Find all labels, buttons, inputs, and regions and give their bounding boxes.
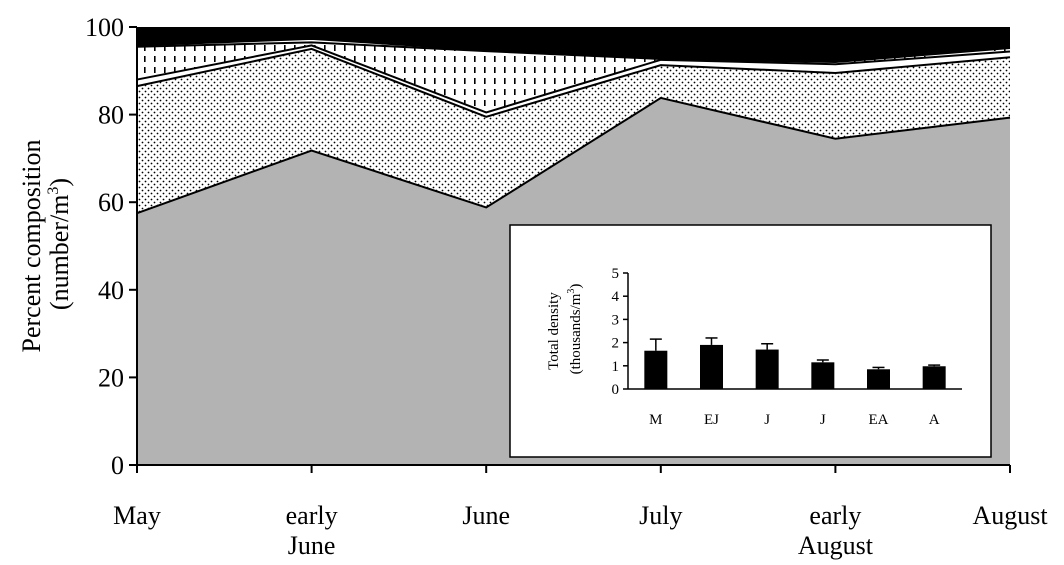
inset-bar [755,349,779,389]
inset-x-tick-label: A [929,412,940,428]
inset-x-tick-label: EJ [704,412,719,428]
area-boundary-3 [136,44,1011,114]
x-tick-label: early August [798,501,874,560]
inset-bar [867,369,890,389]
inset-x-tick-label: M [649,412,662,428]
x-tick-label: August [972,501,1048,530]
x-tick-label: May [113,501,161,530]
area-boundary-5 [136,37,1011,62]
inset-bar [922,366,946,389]
x-tick-label: early June [286,501,338,560]
inset-bar [700,344,723,389]
inset-bar [811,362,835,389]
area-series-6 [137,27,1010,61]
y-axis-units: (number/m3) [45,178,74,310]
y-tick-label: 20 [98,363,124,392]
inset-chart: 0 1 2 3 4 5 M EJ J J EA A Total density (thousands/m3… [509,224,992,458]
inset-x-tick-label: J [764,412,770,428]
inset-x-tick-label: J [820,412,826,428]
x-tick-label: June [462,501,510,530]
y-tick-label: 40 [98,276,124,305]
x-tick-label: July [639,501,682,530]
y-tick-label: 100 [85,13,124,42]
y-tick-label: 80 [98,101,124,130]
inset-y-tick-label: 4 [612,289,620,305]
area-boundary-2 [136,47,1011,118]
inset-y-tick-label: 2 [612,336,620,352]
inset-frame [509,224,992,458]
area-boundary-1 [136,96,1011,215]
inset-y-axis-title: Total density [546,292,562,370]
y-tick-label: 60 [98,188,124,217]
inset-y-axis-units: (thousands/m3) [566,284,584,375]
inset-y-tick-label: 1 [612,359,620,375]
area-series-4 [137,42,1010,113]
inset-y-tick-label: 0 [612,382,620,398]
inset-y-tick-label: 3 [612,312,620,328]
inset-bar [644,350,668,389]
y-axis-title: Percent composition [17,139,46,352]
area-series-2 [137,48,1010,214]
inset-y-tick-label: 5 [612,266,620,282]
inset-x-tick-label: EA [869,412,889,428]
y-tick-label: 0 [111,451,124,480]
